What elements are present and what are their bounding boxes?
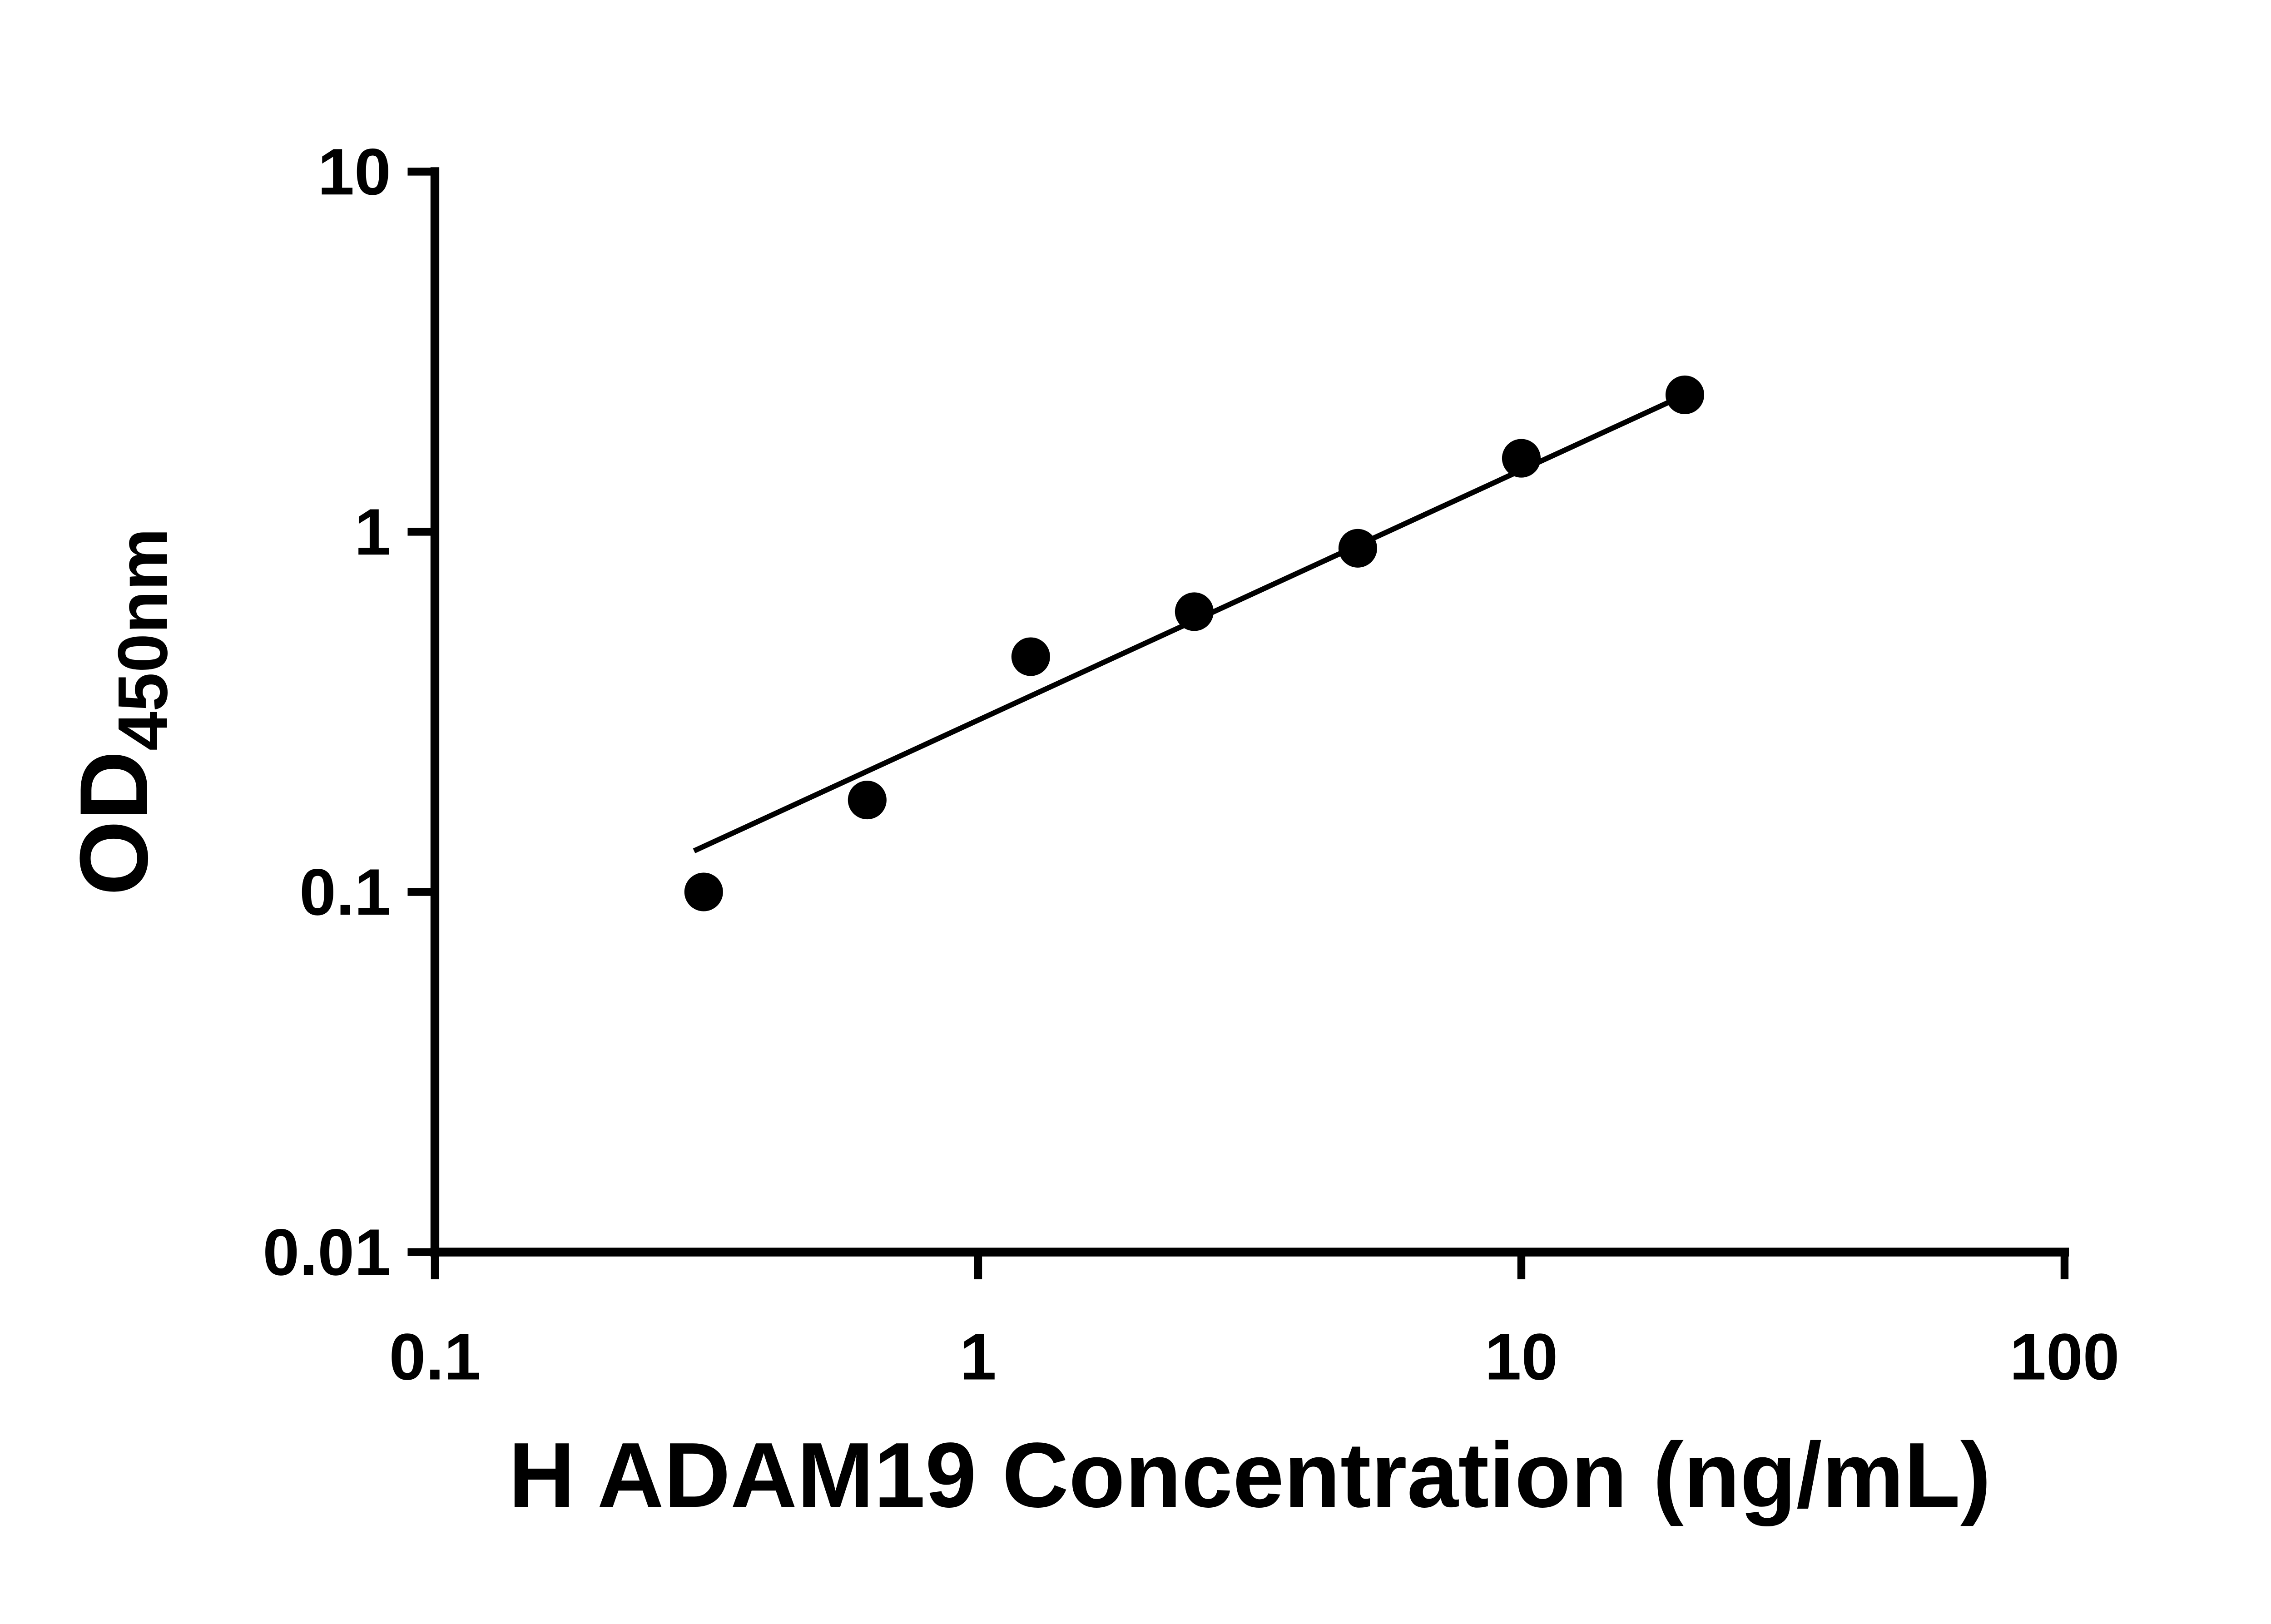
y-tick-label: 0.01 [263,1215,391,1289]
data-point [684,872,723,911]
y-tick-label: 0.1 [299,855,391,929]
chart-series [684,375,1705,911]
x-axis-ticks: 0.1 1 10 100 [389,1252,2119,1394]
y-tick-label: 1 [354,495,391,569]
x-tick-label: 1 [960,1320,997,1394]
data-point [1502,439,1541,478]
data-point [848,781,887,820]
y-axis-title: OD450nm [60,528,182,896]
x-tick-label: 0.1 [389,1320,481,1394]
y-tick-label: 10 [317,135,391,208]
data-point [1665,375,1705,415]
x-tick-label: 10 [1485,1320,1558,1394]
y-axis-ticks: 0.01 0.1 1 10 [263,135,435,1289]
y-axis-title-subscript: 450nm [104,528,182,751]
y-axis-title-main: OD [60,751,168,896]
data-point [1175,592,1214,631]
x-tick-label: 100 [2009,1320,2119,1394]
data-point [1338,529,1377,568]
data-point [1011,637,1050,676]
axes [430,167,2069,1257]
x-axis-title: H ADAM19 Concentration (ng/mL) [508,1424,1991,1527]
